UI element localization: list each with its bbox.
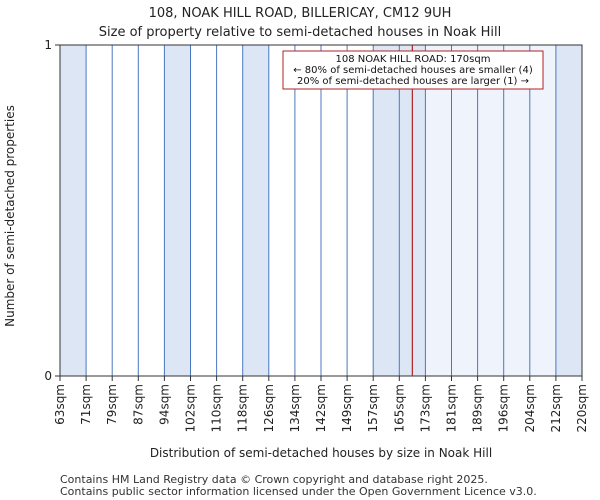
x-tick-label: 118sqm — [236, 384, 250, 432]
chart-title: 108, NOAK HILL ROAD, BILLERICAY, CM12 9U… — [148, 6, 452, 21]
x-tick-label: 204sqm — [523, 384, 537, 432]
x-tick-label: 94sqm — [157, 384, 171, 425]
x-tick-label: 220sqm — [575, 384, 589, 432]
x-tick-label: 212sqm — [549, 384, 563, 432]
bar — [242, 45, 269, 376]
y-tick-label: 0 — [44, 369, 52, 383]
annotation-line-3: 20% of semi-detached houses are larger (… — [297, 76, 529, 87]
bar — [164, 45, 191, 376]
x-tick-label: 173sqm — [418, 384, 432, 432]
x-tick-label: 110sqm — [210, 384, 224, 432]
x-tick-label: 196sqm — [497, 384, 511, 432]
footer-licence: Contains public sector information licen… — [60, 485, 537, 498]
x-tick-label: 87sqm — [131, 384, 145, 425]
annotation-line-2: ← 80% of semi-detached houses are smalle… — [293, 65, 533, 76]
x-tick-label: 71sqm — [79, 384, 93, 425]
highlight-region — [412, 45, 582, 376]
x-tick-label: 181sqm — [445, 384, 459, 432]
chart-subtitle: Size of property relative to semi-detach… — [98, 25, 502, 40]
x-tick-label: 79sqm — [105, 384, 119, 425]
x-tick-label: 142sqm — [314, 384, 328, 432]
bar — [373, 45, 400, 376]
x-tick-label: 165sqm — [392, 384, 406, 432]
y-axis-label: Number of semi-detached properties — [3, 105, 17, 327]
footer-copyright: Contains HM Land Registry data © Crown c… — [60, 473, 488, 486]
x-tick-label: 149sqm — [340, 384, 354, 432]
bar — [60, 45, 87, 376]
bar — [555, 45, 582, 376]
x-tick-label: 102sqm — [184, 384, 198, 432]
annotation-box: 108 NOAK HILL ROAD: 170sqm ← 80% of semi… — [282, 50, 544, 90]
annotation-line-1: 108 NOAK HILL ROAD: 170sqm — [336, 54, 491, 65]
x-tick-label: 189sqm — [471, 384, 485, 432]
x-tick-label: 134sqm — [288, 384, 302, 432]
x-axis-label: Distribution of semi-detached houses by … — [150, 446, 492, 460]
y-tick-label: 1 — [44, 38, 52, 52]
x-tick-label: 63sqm — [53, 384, 67, 425]
x-tick-label: 126sqm — [262, 384, 276, 432]
x-tick-label: 157sqm — [366, 384, 380, 432]
